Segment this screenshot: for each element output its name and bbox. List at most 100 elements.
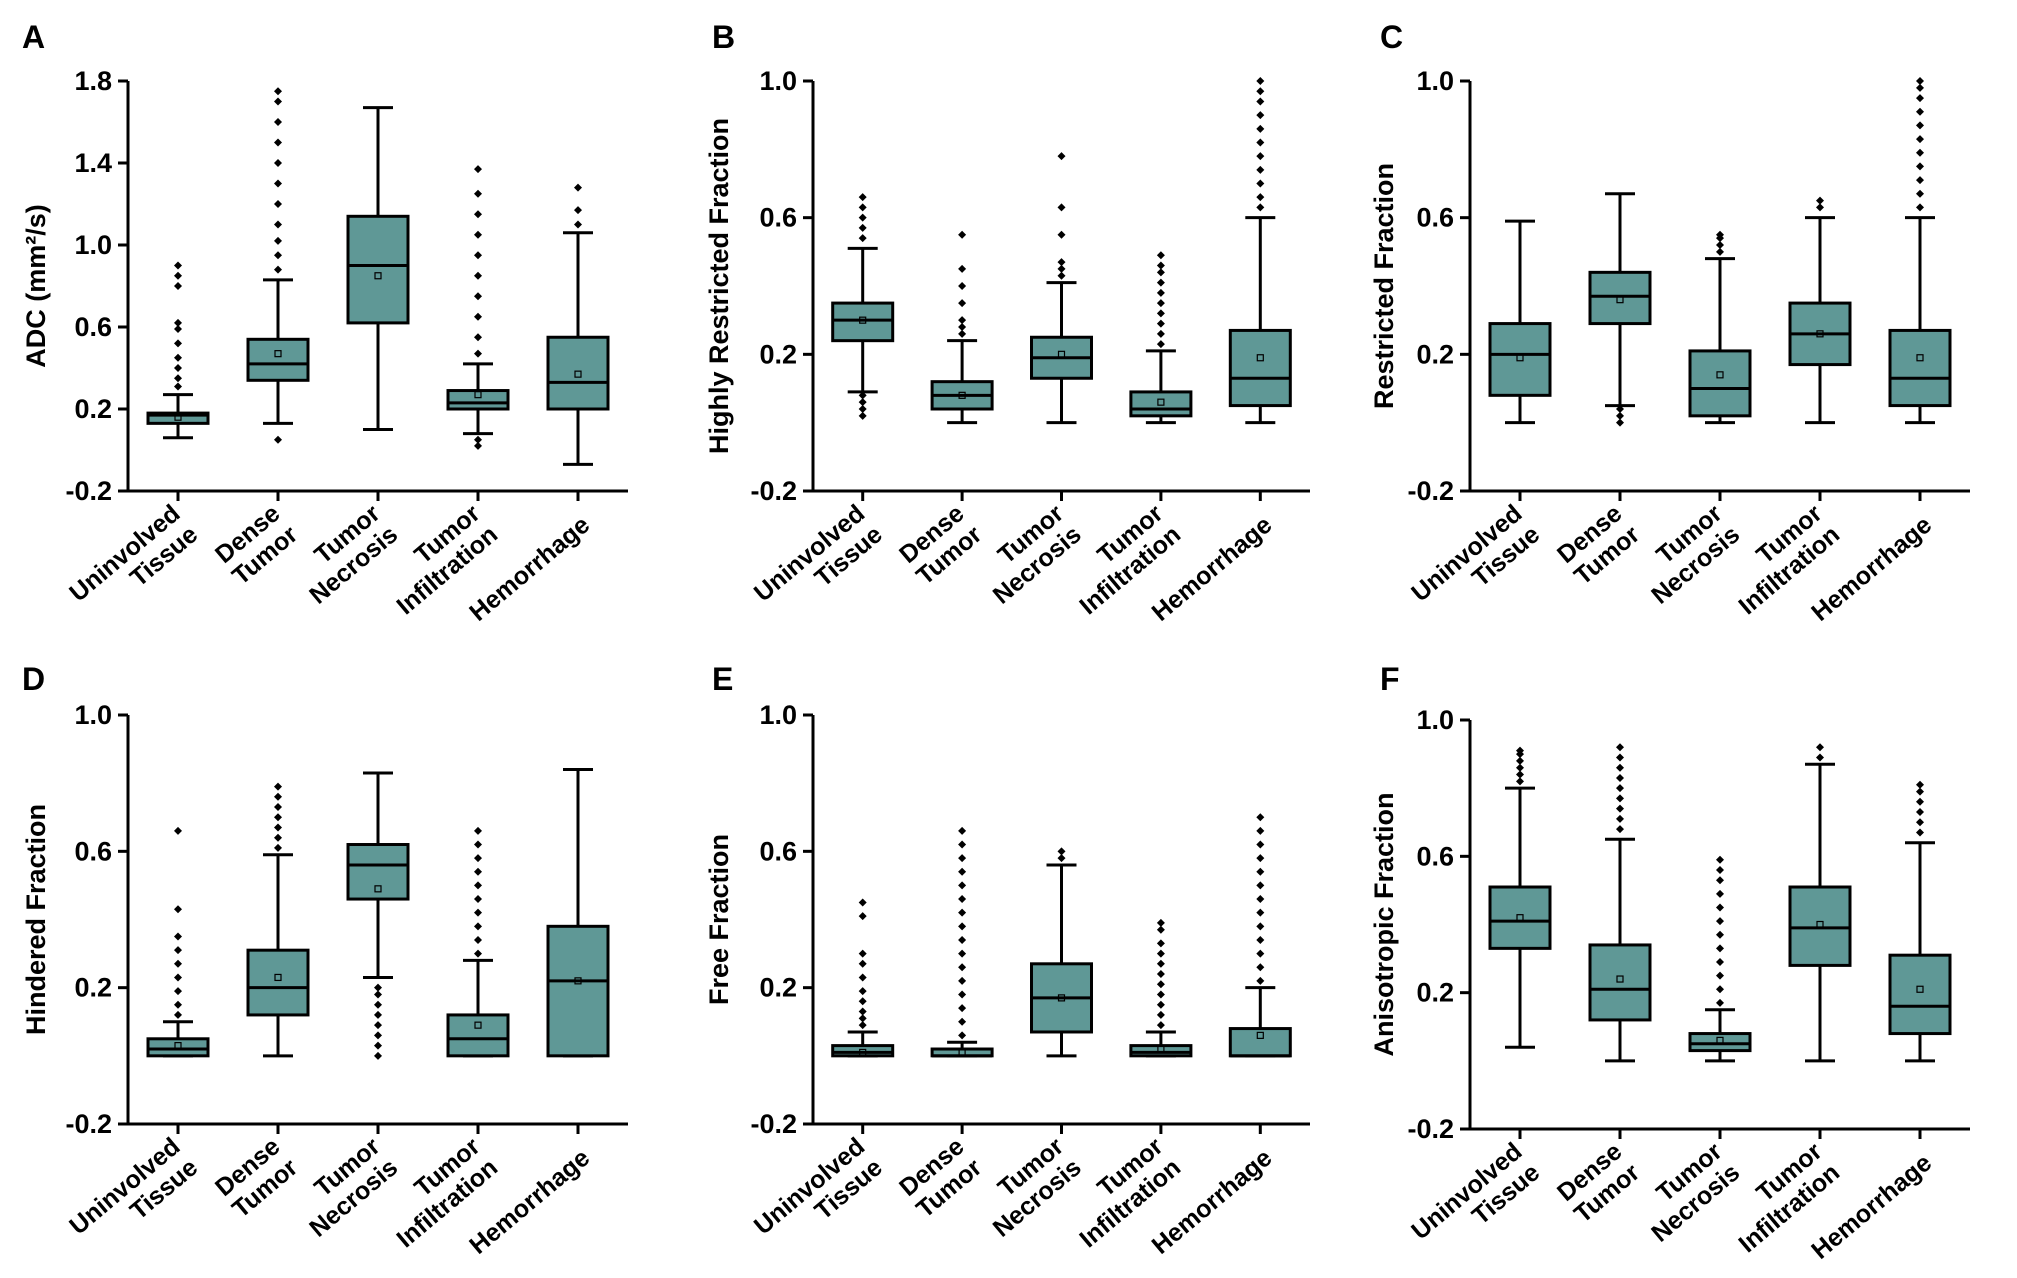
outlier-point xyxy=(1816,203,1824,212)
outlier-point xyxy=(1256,922,1265,931)
outlier-point xyxy=(1156,1021,1165,1030)
outlier-point xyxy=(1816,753,1824,762)
box-iqr xyxy=(1888,953,1952,1036)
outlier-point xyxy=(374,1031,382,1040)
outlier-point xyxy=(1156,340,1165,349)
mean-marker xyxy=(1916,985,1924,993)
mean-marker xyxy=(1057,994,1066,1002)
box-5 xyxy=(546,768,610,1058)
y-tick-label: 1.0 xyxy=(759,66,797,96)
outlier-point xyxy=(958,922,967,931)
outlier-point xyxy=(1256,867,1265,876)
y-tick-label: -0.2 xyxy=(65,1109,112,1139)
category-label: DenseTumor xyxy=(893,1132,987,1223)
outlier-point xyxy=(374,990,382,999)
mean-marker xyxy=(474,1021,482,1029)
mean-marker xyxy=(1256,354,1264,362)
box-4 xyxy=(1129,918,1193,1058)
outlier-point xyxy=(1256,111,1265,120)
outlier-point xyxy=(858,405,867,413)
y-axis-title: Free Fraction xyxy=(704,834,734,1005)
outlier-point xyxy=(858,912,867,921)
box-iqr xyxy=(1129,1044,1193,1058)
outlier-point xyxy=(1156,939,1165,948)
panel-a: A -0.2 0.2 0.6 1.0 1.4 1.8 ADC (mm²/s) Uninvolve… xyxy=(21,19,628,627)
category-label: UninvolvedTissue xyxy=(1406,499,1545,628)
box-5 xyxy=(1228,813,1292,1058)
outlier-point xyxy=(474,867,482,876)
outlier-point xyxy=(858,987,867,996)
outlier-point xyxy=(1916,797,1924,806)
outlier-point xyxy=(174,932,182,941)
outlier-point xyxy=(1616,794,1624,803)
category-label: DenseTumor xyxy=(893,499,987,590)
outlier-point xyxy=(374,1051,382,1060)
outlier-point xyxy=(1156,278,1165,287)
outlier-point xyxy=(958,976,967,985)
box-2 xyxy=(246,782,310,1058)
outlier-point xyxy=(858,959,867,968)
outlier-point xyxy=(274,833,282,842)
outlier-point xyxy=(1156,309,1165,318)
outlier-point xyxy=(274,813,282,822)
outlier-point xyxy=(274,97,282,106)
box-iqr xyxy=(1588,270,1652,326)
outlier-point xyxy=(1156,261,1165,270)
mean-marker xyxy=(1816,920,1824,929)
outlier-point xyxy=(1916,148,1924,157)
outlier-point xyxy=(958,316,967,325)
outlier-point xyxy=(958,867,967,876)
outlier-point xyxy=(1156,980,1165,989)
box-2 xyxy=(1588,192,1652,427)
outlier-point xyxy=(1516,777,1524,786)
outlier-point xyxy=(274,118,282,126)
box-4 xyxy=(1788,196,1852,425)
outlier-point xyxy=(274,843,282,852)
outlier-point xyxy=(1256,87,1265,96)
box-iqr xyxy=(446,389,510,411)
y-tick-label: 1.0 xyxy=(759,700,797,730)
y-tick-label: 0.2 xyxy=(74,973,112,1003)
outlier-point xyxy=(1916,135,1924,144)
outlier-point xyxy=(958,329,967,338)
outlier-point xyxy=(1057,264,1066,273)
category-label: UninvolvedTissue xyxy=(1406,1137,1545,1266)
outlier-point xyxy=(1256,935,1265,944)
outlier-point xyxy=(858,898,867,907)
box-5 xyxy=(546,183,610,466)
outlier-point xyxy=(1057,847,1066,856)
outlier-point xyxy=(174,1000,182,1009)
y-tick-label: 0.6 xyxy=(1416,203,1454,233)
outlier-point xyxy=(174,318,182,327)
outlier-point xyxy=(274,803,282,812)
category-label: TumorNecrosis xyxy=(1629,499,1746,610)
outlier-point xyxy=(174,826,182,835)
outlier-point xyxy=(274,179,282,188)
outlier-point xyxy=(1156,268,1165,277)
outlier-point xyxy=(958,826,967,835)
outlier-point xyxy=(1716,230,1724,239)
mean-marker xyxy=(1916,354,1924,362)
outlier-point xyxy=(574,183,582,192)
outlier-point xyxy=(174,261,182,270)
panel-f: F -0.2 0.2 0.6 1.0 Anisotropic Fraction Uninvo… xyxy=(1369,661,1970,1266)
mean-marker xyxy=(1157,398,1165,406)
box-1 xyxy=(146,826,210,1058)
outlier-point xyxy=(1716,917,1724,926)
outlier-point xyxy=(474,312,482,321)
outlier-point xyxy=(474,165,482,174)
outlier-point xyxy=(1057,258,1066,267)
outlier-point xyxy=(1256,138,1265,147)
outlier-point xyxy=(1156,959,1165,968)
outlier-point xyxy=(1616,411,1624,420)
outlier-point xyxy=(1256,77,1265,85)
outlier-point xyxy=(1256,813,1265,822)
outlier-point xyxy=(958,949,967,958)
y-tick-label: 0.6 xyxy=(74,836,112,866)
category-label: TumorNecrosis xyxy=(1629,1137,1746,1248)
mean-marker xyxy=(1057,350,1066,358)
outlier-point xyxy=(1916,121,1924,130)
outlier-point xyxy=(474,230,482,239)
outlier-point xyxy=(958,1031,967,1040)
box-1 xyxy=(1488,219,1552,425)
